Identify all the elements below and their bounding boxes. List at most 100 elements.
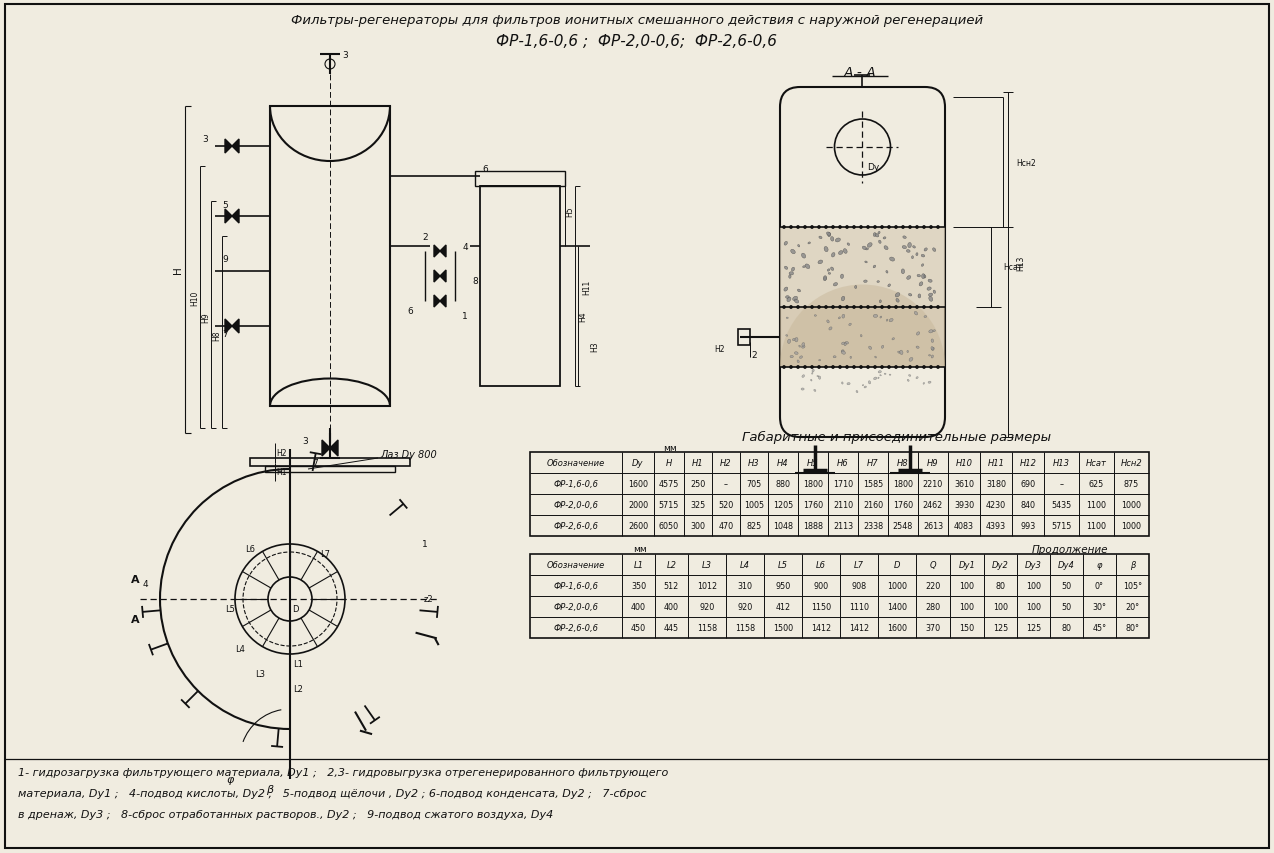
Text: 45°: 45°: [1092, 624, 1107, 632]
Text: 20°: 20°: [1125, 602, 1139, 612]
Ellipse shape: [798, 290, 800, 293]
Text: 4: 4: [143, 580, 148, 589]
Text: Dy: Dy: [632, 458, 643, 467]
Ellipse shape: [801, 254, 805, 258]
Circle shape: [880, 306, 883, 309]
Ellipse shape: [795, 299, 799, 304]
Text: 1000: 1000: [1121, 501, 1142, 509]
Text: 1000: 1000: [887, 581, 907, 590]
Text: L5: L5: [778, 560, 789, 569]
Text: –: –: [1060, 479, 1064, 489]
Ellipse shape: [848, 324, 851, 326]
Text: 125: 125: [1026, 624, 1041, 632]
Text: 1760: 1760: [803, 501, 823, 509]
Ellipse shape: [916, 253, 919, 257]
Circle shape: [796, 366, 800, 369]
Text: 1110: 1110: [848, 602, 869, 612]
Ellipse shape: [910, 358, 913, 362]
Circle shape: [796, 226, 800, 229]
Text: 520: 520: [719, 501, 734, 509]
Ellipse shape: [814, 390, 815, 392]
Text: Обозначение: Обозначение: [547, 560, 605, 569]
Ellipse shape: [882, 345, 884, 349]
Ellipse shape: [908, 375, 911, 377]
Text: 3930: 3930: [954, 501, 975, 509]
Text: 100: 100: [959, 581, 975, 590]
Circle shape: [916, 226, 919, 229]
Bar: [250, 458, 410, 467]
Text: β: β: [1130, 560, 1135, 569]
Text: H4: H4: [777, 458, 789, 467]
Ellipse shape: [864, 386, 866, 388]
Ellipse shape: [787, 298, 791, 302]
Polygon shape: [780, 308, 945, 368]
Ellipse shape: [818, 261, 823, 264]
Circle shape: [922, 306, 925, 309]
Circle shape: [782, 366, 786, 369]
Ellipse shape: [786, 335, 787, 337]
Text: 9: 9: [222, 255, 228, 264]
Ellipse shape: [931, 347, 934, 351]
Text: 3: 3: [302, 437, 308, 446]
Text: материала, Dy1 ;   4-подвод кислоты, Dy2 ;   5-подвод щёлочи , Dy2 ; 6-подвод ко: материала, Dy1 ; 4-подвод кислоты, Dy2 ;…: [18, 788, 646, 798]
Circle shape: [936, 366, 939, 369]
Text: 445: 445: [664, 624, 679, 632]
Circle shape: [818, 306, 820, 309]
Ellipse shape: [878, 371, 882, 374]
Text: 1158: 1158: [735, 624, 755, 632]
Text: Dy1: Dy1: [958, 560, 976, 569]
Text: 300: 300: [691, 521, 706, 531]
Text: 2000: 2000: [628, 501, 648, 509]
Text: 3610: 3610: [954, 479, 975, 489]
Ellipse shape: [798, 361, 799, 363]
Ellipse shape: [907, 380, 910, 382]
Text: 2113: 2113: [833, 521, 854, 531]
Text: в дренаж, Dy3 ;   8-сброс отработанных растворов., Dy2 ;   9-подвод сжатого возд: в дренаж, Dy3 ; 8-сброс отработанных рас…: [18, 809, 553, 819]
Text: 1888: 1888: [803, 521, 823, 531]
Text: 325: 325: [691, 501, 706, 509]
Ellipse shape: [879, 300, 882, 304]
Text: 3: 3: [341, 50, 348, 60]
Text: 100: 100: [992, 602, 1008, 612]
Text: Dy: Dy: [868, 163, 880, 172]
Ellipse shape: [824, 277, 827, 281]
Text: 920: 920: [699, 602, 715, 612]
Text: 1800: 1800: [803, 479, 823, 489]
Ellipse shape: [850, 357, 851, 359]
Text: L5: L5: [225, 605, 234, 614]
Ellipse shape: [933, 248, 936, 252]
Ellipse shape: [785, 267, 787, 270]
Ellipse shape: [801, 388, 804, 391]
Bar: [265, 467, 395, 473]
Ellipse shape: [885, 271, 888, 274]
Ellipse shape: [801, 343, 805, 347]
Wedge shape: [780, 285, 945, 368]
Circle shape: [860, 226, 862, 229]
Text: L7: L7: [320, 550, 330, 559]
Ellipse shape: [924, 248, 927, 252]
Ellipse shape: [883, 237, 885, 240]
Ellipse shape: [789, 276, 791, 279]
Ellipse shape: [831, 237, 834, 241]
Text: 400: 400: [631, 602, 646, 612]
Text: 1- гидрозагрузка фильтрующего материала, Dy1 ;   2,3- гидровыгрузка отрегенериро: 1- гидрозагрузка фильтрующего материала,…: [18, 767, 669, 777]
Text: 2462: 2462: [922, 501, 943, 509]
Polygon shape: [434, 246, 440, 258]
Text: 1: 1: [462, 312, 468, 321]
Text: ФР-2,6-0,6: ФР-2,6-0,6: [553, 624, 599, 632]
Ellipse shape: [912, 247, 916, 249]
Ellipse shape: [784, 242, 787, 246]
Ellipse shape: [878, 378, 879, 380]
Text: 310: 310: [738, 581, 753, 590]
Circle shape: [866, 366, 869, 369]
Ellipse shape: [919, 294, 921, 299]
Ellipse shape: [902, 247, 907, 249]
Text: ФР-2,0-0,6: ФР-2,0-0,6: [553, 602, 599, 612]
Text: 1600: 1600: [887, 624, 907, 632]
Text: 50: 50: [1061, 602, 1071, 612]
Text: A: A: [131, 614, 139, 624]
Text: 1000: 1000: [1121, 521, 1142, 531]
Ellipse shape: [933, 291, 935, 294]
Ellipse shape: [873, 234, 877, 237]
Ellipse shape: [903, 236, 906, 239]
